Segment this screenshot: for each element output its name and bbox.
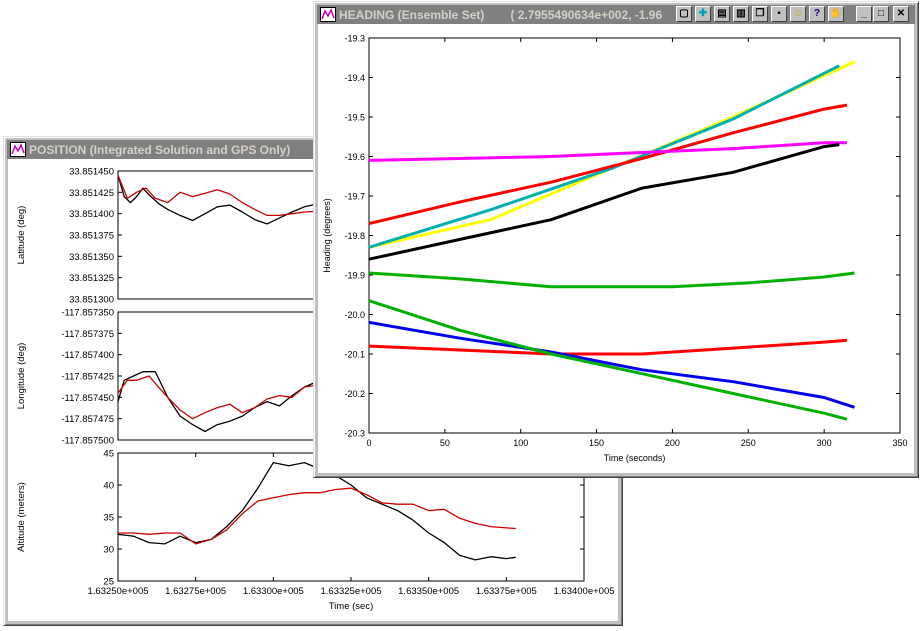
heading-ytick-label: -19.7 xyxy=(344,192,365,202)
latitude-ytick-label: 33.851300 xyxy=(69,295,114,306)
altitude-x-axis-label: Time (sec) xyxy=(329,601,374,612)
heading-xtick-label: 200 xyxy=(665,438,680,448)
altitude-y-axis-label: Altitude (meters) xyxy=(16,482,27,552)
latitude-ytick-label: 33.851450 xyxy=(69,167,114,178)
latitude-ytick-label: 33.851350 xyxy=(69,252,114,263)
heading-series-line-5 xyxy=(368,271,855,289)
hand-icon[interactable]: ✋ xyxy=(828,6,844,22)
heading-ytick-label: -19.9 xyxy=(344,271,365,281)
properties-icon[interactable]: ▤ xyxy=(714,6,730,22)
altitude-ytick-label: 45 xyxy=(103,449,114,460)
longitude-ytick-label: -117.857400 xyxy=(61,350,114,361)
heading-ytick-label: -20.0 xyxy=(344,310,365,320)
save-icon[interactable]: ▪ xyxy=(771,6,787,22)
heading-series-line-4 xyxy=(368,143,840,261)
heading-ytick-label: -19.4 xyxy=(344,73,365,83)
latitude-y-axis-label: Latitude (deg) xyxy=(16,206,27,265)
heading-xtick-label: 250 xyxy=(741,438,756,448)
latitude-ytick-label: 33.851425 xyxy=(69,188,114,199)
heading-ytick-label: -20.3 xyxy=(344,429,365,439)
heading-ytick-label: -19.5 xyxy=(344,113,365,123)
longitude-ytick-label: -117.857500 xyxy=(61,436,114,447)
help-icon[interactable]: ? xyxy=(809,6,825,22)
maximize-icon[interactable]: □ xyxy=(873,6,889,22)
heading-xtick-label: 300 xyxy=(817,438,832,448)
cursor-coordinate-readout: ( 2.7955490634e+002, -1.96 xyxy=(510,7,663,22)
print-preview-icon[interactable]: ▢ xyxy=(676,6,692,22)
altitude-xtick-label: 1.63350e+005 xyxy=(398,586,459,597)
altitude-xtick-label: 1.63300e+005 xyxy=(243,586,304,597)
altitude-series-line-1 xyxy=(118,487,516,545)
altitude-xtick-label: 1.63325e+005 xyxy=(320,586,381,597)
heading-xtick-label: 150 xyxy=(589,438,604,448)
altitude-xtick-label: 1.63250e+005 xyxy=(87,586,148,597)
altitude-ytick-label: 25 xyxy=(103,577,114,588)
heading-series-line-8 xyxy=(368,299,848,421)
altitude-ytick-label: 40 xyxy=(103,481,114,492)
heading-xtick-label: 0 xyxy=(366,438,371,448)
heading-series-line-6 xyxy=(368,338,848,356)
heading-y-axis-label: Heading (degrees) xyxy=(322,198,332,273)
position-title: POSITION (Integrated Solution and GPS On… xyxy=(29,142,291,157)
longitude-y-axis-label: Longitude (deg) xyxy=(16,343,27,410)
heading-plot-frame xyxy=(368,37,901,434)
heading-ytick-label: -19.6 xyxy=(344,152,365,162)
longitude-ytick-label: -117.857475 xyxy=(61,414,114,425)
latitude-ytick-label: 33.851325 xyxy=(69,273,114,284)
latitude-ytick-label: 33.851400 xyxy=(69,209,114,220)
smiley-icon[interactable]: ☺ xyxy=(790,6,806,22)
minimize-icon[interactable]: _ xyxy=(856,6,872,22)
app-icon xyxy=(320,7,336,22)
heading-xtick-label: 50 xyxy=(440,438,450,448)
heading-title: HEADING (Ensemble Set) xyxy=(339,7,485,22)
heading-series-line-1 xyxy=(368,64,840,249)
heading-xtick-label: 100 xyxy=(513,438,528,448)
longitude-ytick-label: -117.857450 xyxy=(61,393,114,404)
altitude-xtick-label: 1.63375e+005 xyxy=(476,586,537,597)
zoom-plus-icon[interactable]: ✚ xyxy=(695,6,711,22)
longitude-ytick-label: -117.857375 xyxy=(61,329,114,340)
heading-ytick-label: -20.2 xyxy=(344,389,365,399)
altitude-ytick-label: 30 xyxy=(103,545,114,556)
heading-series-line-7 xyxy=(368,320,855,409)
longitude-ytick-label: -117.857350 xyxy=(61,308,114,319)
heading-titlebar[interactable]: HEADING (Ensemble Set) ( 2.7955490634e+0… xyxy=(317,5,915,24)
heading-xtick-label: 350 xyxy=(892,438,907,448)
copy-icon[interactable]: ❐ xyxy=(752,6,768,22)
heading-window[interactable]: HEADING (Ensemble Set) ( 2.7955490634e+0… xyxy=(313,1,919,478)
altitude-ytick-label: 35 xyxy=(103,513,114,524)
heading-ytick-label: -19.3 xyxy=(344,34,365,44)
heading-x-axis-label: Time (seconds) xyxy=(604,453,666,463)
altitude-xtick-label: 1.63400e+005 xyxy=(553,586,614,597)
print-icon[interactable]: ▥ xyxy=(733,6,749,22)
longitude-ytick-label: -117.857425 xyxy=(61,372,114,383)
close-icon[interactable]: ✕ xyxy=(893,6,909,22)
altitude-xtick-label: 1.63275e+005 xyxy=(165,586,226,597)
heading-plot-area: -19.3 -19.4 -19.5 -19.6 -19.7 -19.8 -19.9 -20.0… xyxy=(318,24,914,473)
heading-ytick-label: -19.8 xyxy=(344,231,365,241)
heading-chart: -19.3 -19.4 -19.5 -19.6 -19.7 -19.8 -19.9 -20.0… xyxy=(322,34,908,464)
app-icon xyxy=(10,142,26,157)
heading-ytick-label: -20.1 xyxy=(344,350,365,360)
heading-series-line-2 xyxy=(368,103,848,226)
latitude-ytick-label: 33.851375 xyxy=(69,231,114,242)
heading-series-line-3 xyxy=(368,141,847,162)
